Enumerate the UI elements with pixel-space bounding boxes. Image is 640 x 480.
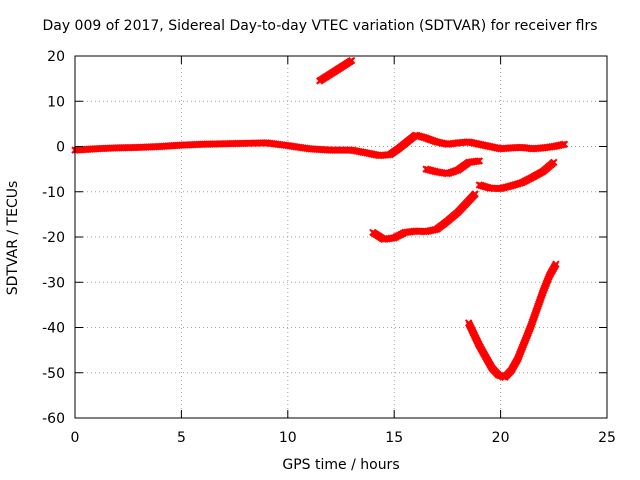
- y-tick-label: 10: [47, 94, 65, 110]
- series-arc-5: [475, 158, 558, 193]
- data-point: [560, 140, 569, 148]
- y-tick-label: 0: [56, 140, 65, 156]
- data-point: [471, 190, 479, 198]
- y-tick-label: -10: [42, 185, 65, 201]
- series-arc-6: [464, 260, 560, 381]
- x-tick-label: 0: [71, 430, 80, 446]
- data-point: [550, 158, 558, 167]
- x-tick-label: 10: [279, 430, 297, 446]
- data-point: [347, 56, 356, 65]
- x-tick-label: 20: [492, 430, 510, 446]
- x-tick-label: 5: [177, 430, 186, 446]
- series-arc-2: [316, 56, 356, 85]
- series-arc-4: [369, 190, 479, 243]
- data-point: [475, 157, 484, 165]
- y-tick-label: -30: [42, 275, 65, 291]
- data-point: [473, 157, 482, 165]
- y-tick-label: -40: [42, 321, 65, 337]
- y-tick-label: -20: [42, 230, 65, 246]
- data-point: [552, 260, 560, 268]
- y-tick-label: 20: [47, 49, 65, 65]
- series-arc-3: [422, 157, 484, 178]
- x-tick-label: 15: [385, 430, 403, 446]
- chart-title: Day 009 of 2017, Sidereal Day-to-day VTE…: [42, 18, 598, 34]
- grid: [75, 56, 607, 418]
- data-series: [71, 56, 569, 381]
- x-tick-label: 25: [598, 430, 616, 446]
- y-tick-label: -60: [42, 411, 65, 427]
- x-axis-label: GPS time / hours: [282, 457, 400, 473]
- axis-ticks: 0 5 10 15 20 25 20 10 0 -10 -20 -30 -40 -50 -60: [42, 49, 616, 446]
- series-arc-1: [71, 131, 569, 160]
- y-tick-label: -50: [42, 366, 65, 382]
- y-axis-label: SDTVAR / TECUs: [5, 180, 21, 296]
